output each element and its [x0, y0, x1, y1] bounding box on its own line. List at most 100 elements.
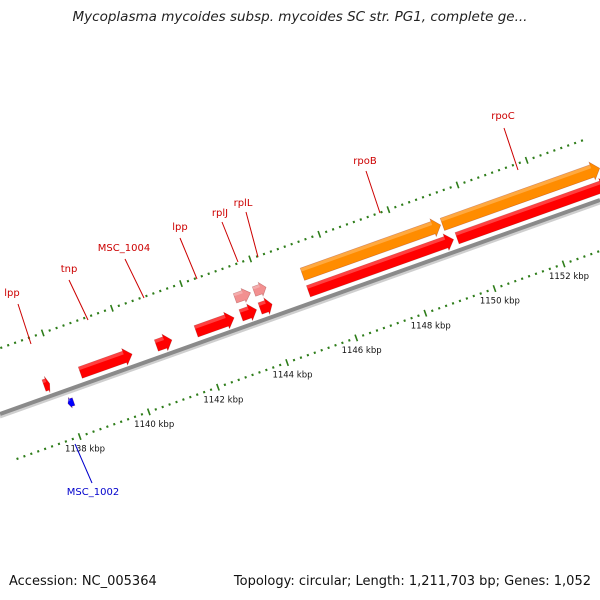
gene-arrow-8[interactable]: [251, 280, 269, 298]
gene-arrow-0-shape[interactable]: [41, 375, 52, 393]
tick-label: 1152 kbp: [549, 272, 589, 282]
minor-tick: [165, 287, 169, 290]
minor-tick: [23, 454, 26, 458]
gene-arrow-6[interactable]: [232, 286, 253, 305]
minor-tick: [539, 154, 542, 157]
gene-label[interactable]: rpoC: [491, 111, 515, 122]
minor-tick: [311, 235, 314, 239]
gene-label[interactable]: lpp: [4, 288, 19, 299]
minor-tick: [69, 321, 72, 325]
gene-arrow-0[interactable]: [41, 375, 52, 393]
gene-arrow-10-shape[interactable]: [299, 216, 444, 283]
minor-tick: [140, 412, 144, 416]
minor-tick: [76, 319, 79, 322]
gene-arrow-5-shape[interactable]: [238, 302, 259, 324]
gene-label[interactable]: rplJ: [212, 208, 228, 219]
gene-arrow-2-shape[interactable]: [77, 346, 135, 381]
gene-arrow-3-shape[interactable]: [153, 332, 174, 354]
minor-tick: [112, 422, 116, 426]
major-tick: [561, 260, 566, 268]
gene-arrow-12-shape[interactable]: [439, 159, 600, 233]
tick-label: 1144 kbp: [272, 371, 312, 381]
minor-tick: [327, 346, 330, 350]
minor-tick: [470, 178, 473, 182]
gene-arrow-2[interactable]: [77, 346, 135, 381]
minor-tick: [193, 277, 197, 281]
tick-label: 1142 kbp: [203, 395, 243, 405]
minor-tick: [430, 309, 434, 313]
gene-arrow-1-highlight: [66, 398, 71, 402]
gene-arrow-6-shape[interactable]: [232, 286, 253, 305]
minor-tick: [57, 442, 61, 446]
minor-tick: [172, 284, 176, 288]
gene-arrow-9[interactable]: [306, 231, 457, 299]
minor-tick: [106, 425, 109, 429]
gene-arrow-7[interactable]: [257, 296, 275, 317]
gene-label[interactable]: lpp: [172, 222, 187, 233]
gene-arrow-4-shape[interactable]: [193, 310, 237, 340]
map-title: Mycoplasma mycoides subsp. mycoides SC s…: [72, 9, 528, 25]
gene-arrow-5[interactable]: [238, 302, 259, 324]
major-tick: [248, 255, 253, 263]
gene-label[interactable]: tnp: [61, 264, 78, 275]
minor-tick: [483, 173, 487, 177]
minor-tick: [511, 163, 515, 167]
minor-tick: [458, 299, 462, 303]
minor-tick: [13, 341, 17, 345]
tick-label: 1138 kbp: [65, 445, 105, 455]
gene-label[interactable]: MSC_1002: [67, 487, 119, 498]
gene-arrow-10[interactable]: [299, 216, 444, 283]
minor-tick: [331, 227, 335, 231]
minor-tick: [428, 193, 432, 197]
minor-tick: [463, 181, 466, 184]
gene-arrow-1-shape[interactable]: [66, 396, 76, 409]
minor-tick: [161, 405, 164, 409]
gene-arrow-11-shape[interactable]: [454, 176, 600, 247]
minor-tick: [265, 368, 268, 372]
minor-tick: [504, 166, 508, 170]
gene-arrow-7-highlight: [258, 300, 266, 307]
minor-tick: [444, 304, 448, 308]
gene-arrow-1[interactable]: [66, 396, 76, 409]
minor-tick: [534, 272, 538, 276]
gene-label[interactable]: MSC_1004: [98, 243, 150, 254]
gene-arrow-2-highlight: [78, 351, 124, 371]
minor-tick: [490, 171, 494, 175]
backbone-line: [0, 198, 600, 416]
gene-label-leader: [124, 258, 145, 299]
minor-tick: [117, 304, 121, 308]
gene-arrow-12[interactable]: [439, 159, 600, 233]
minor-tick: [451, 302, 455, 305]
minor-tick: [559, 146, 563, 150]
gene-arrow-8-shape[interactable]: [251, 280, 269, 298]
gene-arrow-3[interactable]: [153, 332, 174, 354]
minor-tick: [71, 437, 75, 441]
minor-tick: [255, 255, 259, 258]
major-tick: [285, 358, 290, 367]
gene-label[interactable]: rpoB: [353, 156, 377, 167]
gene-arrow-9-shape[interactable]: [306, 231, 457, 299]
gene-label[interactable]: rplL: [234, 198, 253, 209]
minor-tick: [368, 331, 372, 335]
minor-tick: [182, 398, 185, 401]
gene-arrow-7-shape[interactable]: [257, 296, 275, 317]
minor-tick: [85, 432, 88, 436]
minor-tick: [583, 255, 586, 258]
minor-tick: [175, 400, 178, 404]
minor-tick: [407, 200, 411, 204]
accession-text: Accession: NC_005364: [9, 574, 157, 589]
minor-tick: [20, 338, 24, 342]
major-tick: [455, 181, 460, 189]
gene-arrow-11[interactable]: [454, 176, 600, 247]
gene-label-leader: [245, 211, 259, 258]
minor-tick: [158, 289, 162, 293]
minor-tick: [292, 358, 296, 362]
minor-tick: [500, 284, 503, 288]
minor-tick: [527, 274, 531, 278]
minor-tick: [352, 220, 356, 224]
gene-arrow-10-highlight: [300, 221, 433, 272]
gene-arrow-4[interactable]: [193, 310, 237, 340]
major-tick: [524, 156, 529, 164]
gene-features[interactable]: [41, 159, 600, 409]
